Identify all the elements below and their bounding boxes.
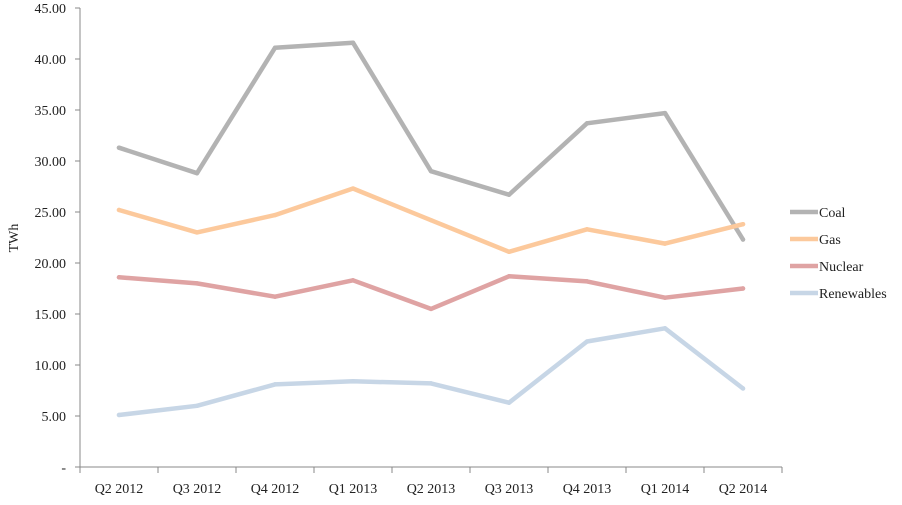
data-point	[584, 339, 590, 344]
y-tick-label: 35.00	[35, 104, 67, 119]
data-point	[350, 379, 356, 384]
legend-item-coal: Coal	[790, 206, 846, 221]
data-point	[194, 230, 200, 235]
series-lines	[116, 40, 746, 418]
data-point	[584, 279, 590, 284]
y-tick-label: 15.00	[35, 308, 67, 323]
series-gas	[116, 186, 746, 255]
legend-item-nuclear: Nuclear	[790, 260, 864, 275]
data-point	[740, 222, 746, 227]
data-point	[272, 294, 278, 299]
legend: Coal Gas Nuclear Renewables	[790, 206, 887, 302]
x-tick-label: Q3 2012	[173, 482, 222, 497]
y-tick-label: 40.00	[35, 53, 67, 68]
series-nuclear	[116, 274, 746, 312]
y-tick-label: -	[61, 461, 66, 476]
y-tick-label: 20.00	[35, 257, 67, 272]
data-point	[194, 403, 200, 408]
data-point	[194, 171, 200, 176]
y-tick-label: 25.00	[35, 206, 67, 221]
data-point	[194, 281, 200, 286]
x-tick-label: Q4 2012	[251, 482, 300, 497]
data-point	[740, 386, 746, 391]
series-coal	[116, 40, 746, 242]
series-line-coal	[116, 40, 746, 242]
data-point	[272, 45, 278, 50]
series-line-renewables	[116, 326, 746, 418]
x-tick-label: Q4 2013	[563, 482, 612, 497]
data-point	[506, 249, 512, 254]
x-tick-label: Q2 2012	[95, 482, 144, 497]
data-point	[272, 382, 278, 387]
legend-label: Gas	[819, 233, 841, 248]
data-point	[740, 237, 746, 242]
x-axis-ticks: Q2 2012 Q3 2012 Q4 2012 Q1 2013 Q2 2013 Q3 20…	[79, 467, 783, 497]
data-point	[506, 400, 512, 405]
y-tick-label: 30.00	[35, 155, 67, 170]
data-point	[116, 275, 122, 280]
data-point	[350, 186, 356, 191]
legend-item-renewables: Renewables	[790, 287, 887, 302]
data-point	[740, 286, 746, 291]
data-point	[662, 110, 668, 116]
data-point	[350, 278, 356, 283]
axes	[79, 8, 782, 468]
y-axis-ticks: - 5.00 10.00 15.00 20.00 25.00 30.00 35.00 40.00…	[35, 2, 80, 476]
data-point	[662, 295, 668, 300]
series-renewables	[116, 326, 746, 418]
legend-label: Coal	[819, 206, 846, 221]
x-tick-label: Q2 2013	[407, 482, 456, 497]
data-point	[662, 326, 668, 331]
data-point	[116, 207, 122, 213]
data-point	[506, 192, 512, 197]
data-point	[116, 145, 122, 150]
y-tick-label: 10.00	[35, 359, 67, 374]
data-point	[272, 212, 278, 218]
x-tick-label: Q2 2014	[719, 482, 768, 497]
data-point	[662, 241, 668, 246]
y-tick-label: 45.00	[35, 2, 67, 17]
data-point	[428, 217, 434, 223]
data-point	[116, 412, 122, 418]
y-axis-title: TWh	[7, 224, 22, 253]
data-point	[584, 121, 590, 126]
x-tick-label: Q1 2013	[329, 482, 378, 497]
x-tick-label: Q3 2013	[485, 482, 534, 497]
legend-label: Renewables	[819, 287, 887, 302]
data-point	[428, 169, 434, 174]
x-tick-label: Q1 2014	[641, 482, 690, 497]
y-tick-label: 5.00	[42, 410, 67, 425]
series-line-nuclear	[116, 274, 746, 312]
data-point	[584, 227, 590, 232]
legend-label: Nuclear	[819, 260, 864, 275]
legend-item-gas: Gas	[790, 233, 841, 248]
data-point	[428, 381, 434, 386]
data-point	[506, 274, 512, 279]
data-point	[428, 306, 434, 312]
data-point	[350, 40, 356, 45]
